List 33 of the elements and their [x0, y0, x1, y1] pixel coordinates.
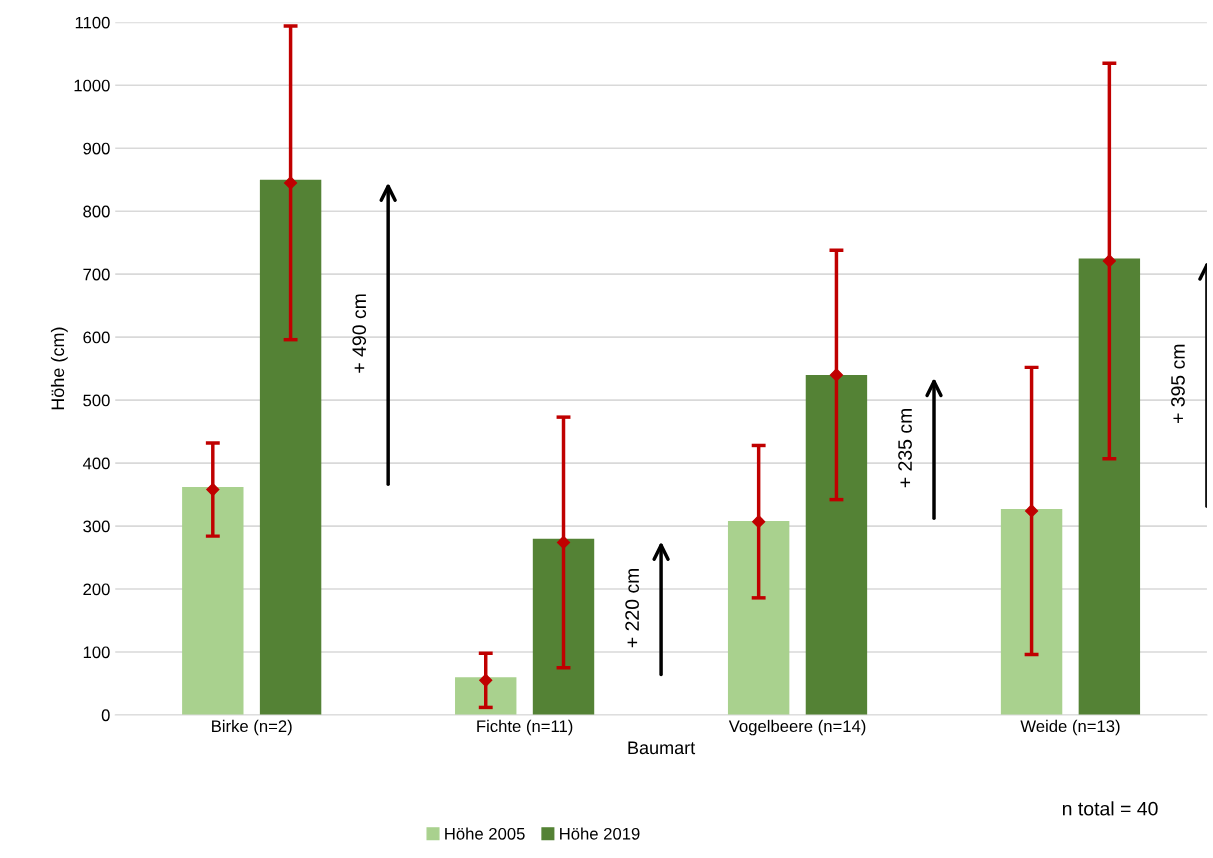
x-tick-label: Vogelbeere (n=14) — [728, 719, 866, 736]
bar — [259, 179, 322, 715]
x-axis-title: Baumart — [628, 741, 696, 755]
bar — [1078, 258, 1141, 715]
y-tick-label: 100 — [83, 646, 110, 659]
y-tick-label: 400 — [82, 457, 110, 470]
bar — [455, 677, 517, 715]
y-tick-label: 500 — [83, 394, 110, 407]
annotation: + 490 cm — [352, 294, 367, 373]
bar — [182, 487, 244, 715]
annotation: + 235 cm — [898, 409, 912, 488]
legend-label: Höhe 2005 — [445, 827, 525, 840]
y-tick-label: 1000 — [74, 79, 110, 92]
y-tick-label: 200 — [83, 583, 110, 596]
bar — [1000, 509, 1063, 715]
y-tick-label: 800 — [83, 205, 110, 218]
y-tick-label: 1100 — [75, 16, 110, 29]
y-tick-label: 900 — [83, 142, 110, 155]
annotation: + 395 cm — [1171, 344, 1185, 424]
bar — [805, 374, 868, 715]
x-tick-label: Birke (n=2) — [212, 719, 292, 736]
y-tick-label: 700 — [83, 268, 110, 281]
y-tick-label: 300 — [83, 520, 110, 533]
bar — [727, 521, 790, 715]
annotation: + 220 cm — [625, 568, 640, 648]
x-tick-label: Weide (n=13) — [1020, 719, 1120, 736]
text: n total = 40 — [1062, 801, 1158, 816]
legend-label: Höhe 2019 — [560, 827, 640, 840]
y-axis-title: Höhe (cm) — [50, 327, 68, 410]
x-tick-label: Fichte (n=11) — [477, 719, 573, 736]
y-tick-label: 0 — [101, 709, 110, 722]
bar — [532, 538, 595, 715]
y-tick-label: 600 — [83, 331, 110, 344]
